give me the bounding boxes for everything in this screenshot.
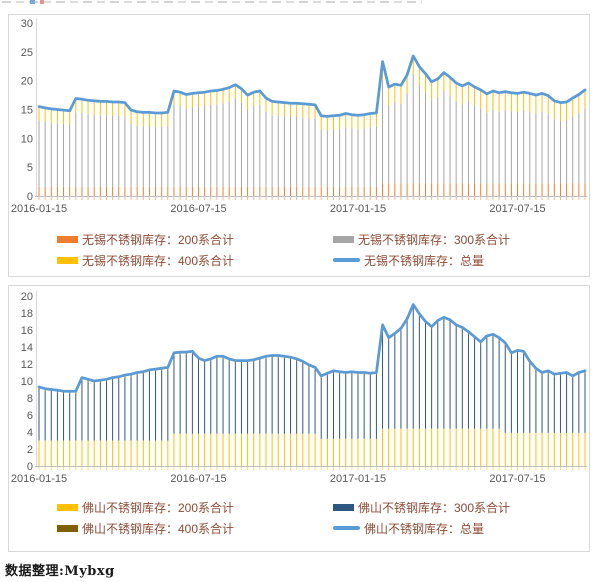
legend-bar-swatch (57, 503, 78, 511)
svg-text:20: 20 (21, 291, 33, 303)
legend-bar-swatch (333, 503, 354, 511)
svg-text:2: 2 (27, 444, 33, 456)
foshan-chart-legend: 佛山不锈钢库存：200系合计 佛山不锈钢库存：300系合计佛山不锈钢库存：400系… (9, 497, 589, 538)
x-axis-label: 2016-01-15 (11, 203, 67, 215)
legend-label: 佛山不锈钢库存：300系合计 (358, 500, 511, 515)
legend-label: 无锡不锈钢库存：400系合计 (82, 253, 235, 268)
cropped-color-speck-red (40, 0, 44, 4)
legend-line-swatch (333, 526, 360, 530)
legend-item: 无锡不锈钢库存：200系合计 (57, 229, 333, 249)
legend-bar-swatch (57, 235, 78, 243)
legend-item: 佛山不锈钢库存：200系合计 (57, 497, 333, 517)
legend-label: 无锡不锈钢库存：总量 (364, 253, 485, 268)
wuxi-chart-legend: 无锡不锈钢库存：200系合计 无锡不锈钢库存：300系合计无锡不锈钢库存：400系… (9, 229, 589, 270)
svg-text:0: 0 (27, 191, 33, 203)
svg-text:10: 10 (21, 133, 33, 145)
svg-text:12: 12 (21, 359, 33, 371)
x-axis-label: 2017-01-15 (330, 203, 386, 215)
svg-text:14: 14 (21, 342, 33, 354)
wuxi-inventory-chart: 0 5 10 15 20 25 30 2016-01-15 2016-07-15 2017-01-… (8, 14, 590, 277)
legend-line-swatch (333, 258, 360, 262)
cropped-color-speck-blue (30, 0, 35, 4)
svg-text:25: 25 (21, 47, 33, 59)
legend-item: 佛山不锈钢库存：400系合计 (57, 518, 333, 538)
svg-text:16: 16 (21, 325, 33, 337)
cropped-top-text (2, 0, 432, 5)
legend-label: 佛山不锈钢库存：总量 (364, 521, 485, 536)
svg-text:30: 30 (21, 18, 33, 30)
legend-label: 佛山不锈钢库存：200系合计 (82, 500, 235, 515)
legend-bar-swatch (333, 235, 354, 243)
legend-bar-swatch (57, 524, 78, 532)
data-source-note: 数据整理:Mybxg (5, 564, 115, 579)
foshan-inventory-chart: 0 2 4 6 8 10 12 14 16 18 20 2016-01-15 2016-07-15 201… (8, 285, 590, 552)
legend-item: 无锡不锈钢库存：300系合计 (333, 229, 581, 249)
svg-text:6: 6 (27, 410, 33, 422)
svg-text:15: 15 (21, 105, 33, 117)
svg-text:18: 18 (21, 308, 33, 320)
legend-bar-swatch (57, 256, 78, 264)
svg-text:5: 5 (27, 162, 33, 174)
x-axis-label: 2017-07-15 (489, 203, 545, 215)
svg-text:4: 4 (27, 427, 33, 439)
legend-label: 佛山不锈钢库存：400系合计 (82, 521, 235, 536)
legend-item: 佛山不锈钢库存：总量 (333, 518, 581, 538)
legend-item: 无锡不锈钢库存：400系合计 (57, 250, 333, 270)
svg-text:8: 8 (27, 393, 33, 405)
wuxi-chart-plot: 0 5 10 15 20 25 30 2016-01-15 2016-07-15 2017-01-… (11, 18, 587, 215)
x-axis-label: 2016-01-15 (11, 473, 67, 485)
x-axis-label: 2017-01-15 (330, 473, 386, 485)
legend-label: 无锡不锈钢库存：300系合计 (358, 232, 511, 247)
foshan-chart-plot: 0 2 4 6 8 10 12 14 16 18 20 2016-01-15 2016-07-15 201… (11, 291, 587, 485)
svg-text:20: 20 (21, 76, 33, 88)
legend-item: 佛山不锈钢库存：300系合计 (333, 497, 581, 517)
legend-label: 无锡不锈钢库存：200系合计 (82, 232, 235, 247)
x-axis-label: 2016-07-15 (170, 473, 226, 485)
x-axis-label: 2017-07-15 (489, 473, 545, 485)
cropped-text-marks (2, 1, 422, 3)
x-axis-label: 2016-07-15 (170, 203, 226, 215)
svg-text:0: 0 (27, 461, 33, 473)
svg-text:10: 10 (21, 376, 33, 388)
legend-item: 无锡不锈钢库存：总量 (333, 250, 581, 270)
